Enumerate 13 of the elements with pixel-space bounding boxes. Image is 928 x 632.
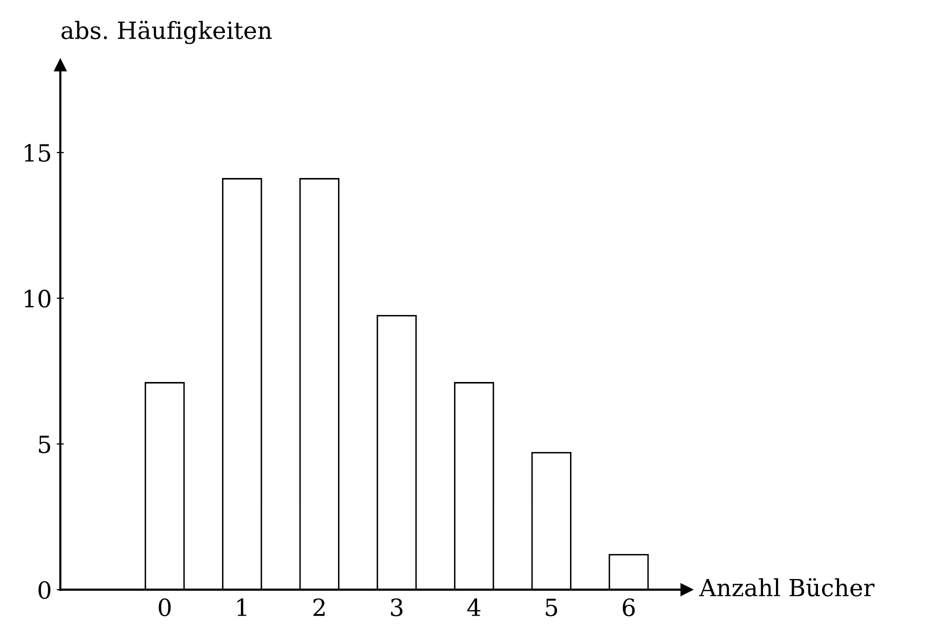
x-tick-label: 3 [391,598,402,616]
y-tick-label: 0 [38,581,50,599]
x-tick-label: 1 [237,598,246,616]
y-tick-label: 15 [24,144,50,162]
x-tick-label: 2 [313,598,325,616]
x-tick-label: 6 [622,598,635,616]
x-tick-label: 0 [158,598,171,616]
y-axis-title: abs. Häufigkeiten [61,20,272,44]
x-tick-label: 4 [467,598,480,616]
y-tick-label: 10 [24,290,50,308]
x-axis-title: Anzahl Bücher [699,578,875,597]
x-tick-label: 5 [546,598,558,616]
y-tick-label: 5 [38,436,50,454]
